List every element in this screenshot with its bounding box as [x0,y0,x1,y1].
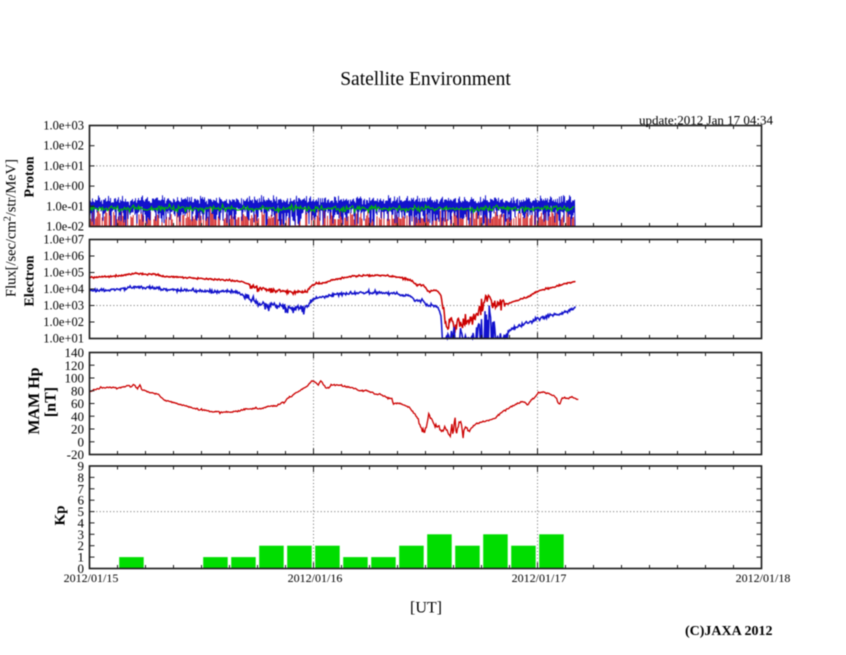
svg-text:1.0e+02: 1.0e+02 [43,139,84,153]
svg-text:2012/01/15: 2012/01/15 [64,571,119,585]
svg-text:6: 6 [78,493,85,508]
svg-text:60: 60 [71,396,84,411]
svg-text:1.0e+01: 1.0e+01 [43,332,84,346]
svg-text:1.0e+01: 1.0e+01 [43,159,84,173]
svg-text:120: 120 [65,358,85,373]
svg-text:7: 7 [78,481,85,496]
svg-text:Proton: Proton [23,156,38,197]
svg-text:9: 9 [78,459,85,474]
svg-text:MAM Hp: MAM Hp [26,367,43,434]
svg-text:1.0e-02: 1.0e-02 [46,220,84,234]
svg-text:-20: -20 [67,447,84,462]
svg-text:1.0e-01: 1.0e-01 [46,199,84,213]
svg-text:1.0e+07: 1.0e+07 [43,233,84,247]
svg-text:2: 2 [78,538,85,553]
svg-text:1.0e+00: 1.0e+00 [43,179,84,193]
svg-text:[nT]: [nT] [43,387,60,417]
svg-text:100: 100 [65,371,85,386]
svg-text:2012/01/17: 2012/01/17 [512,571,567,585]
svg-text:update:2012 Jan 17 04:34: update:2012 Jan 17 04:34 [639,113,773,128]
svg-text:2012/01/18: 2012/01/18 [736,571,791,585]
svg-text:0: 0 [78,434,85,449]
svg-text:Satellite Environment: Satellite Environment [340,69,511,90]
svg-text:1.0e+04: 1.0e+04 [43,282,84,296]
svg-text:[UT]: [UT] [410,600,442,617]
svg-text:4: 4 [78,515,85,530]
svg-text:140: 140 [65,345,85,360]
svg-text:(C)JAXA 2012: (C)JAXA 2012 [685,624,773,639]
svg-text:1: 1 [78,550,85,565]
svg-text:0: 0 [78,561,85,576]
svg-text:2012/01/16: 2012/01/16 [288,571,343,585]
svg-text:Kp: Kp [53,505,69,525]
svg-text:40: 40 [71,409,84,424]
svg-text:1.0e+06: 1.0e+06 [43,249,84,263]
svg-text:20: 20 [71,422,84,437]
svg-text:1.0e+03: 1.0e+03 [43,119,84,133]
svg-text:Electron: Electron [23,255,38,306]
svg-text:5: 5 [78,504,85,519]
svg-text:8: 8 [78,470,85,485]
svg-text:1.0e+03: 1.0e+03 [43,299,84,313]
svg-text:80: 80 [71,383,84,398]
svg-text:Flux[/sec/cm2/str/MeV]: Flux[/sec/cm2/str/MeV] [3,159,20,297]
svg-text:1.0e+02: 1.0e+02 [43,315,84,329]
svg-text:3: 3 [78,527,85,542]
svg-text:1.0e+05: 1.0e+05 [43,266,84,280]
